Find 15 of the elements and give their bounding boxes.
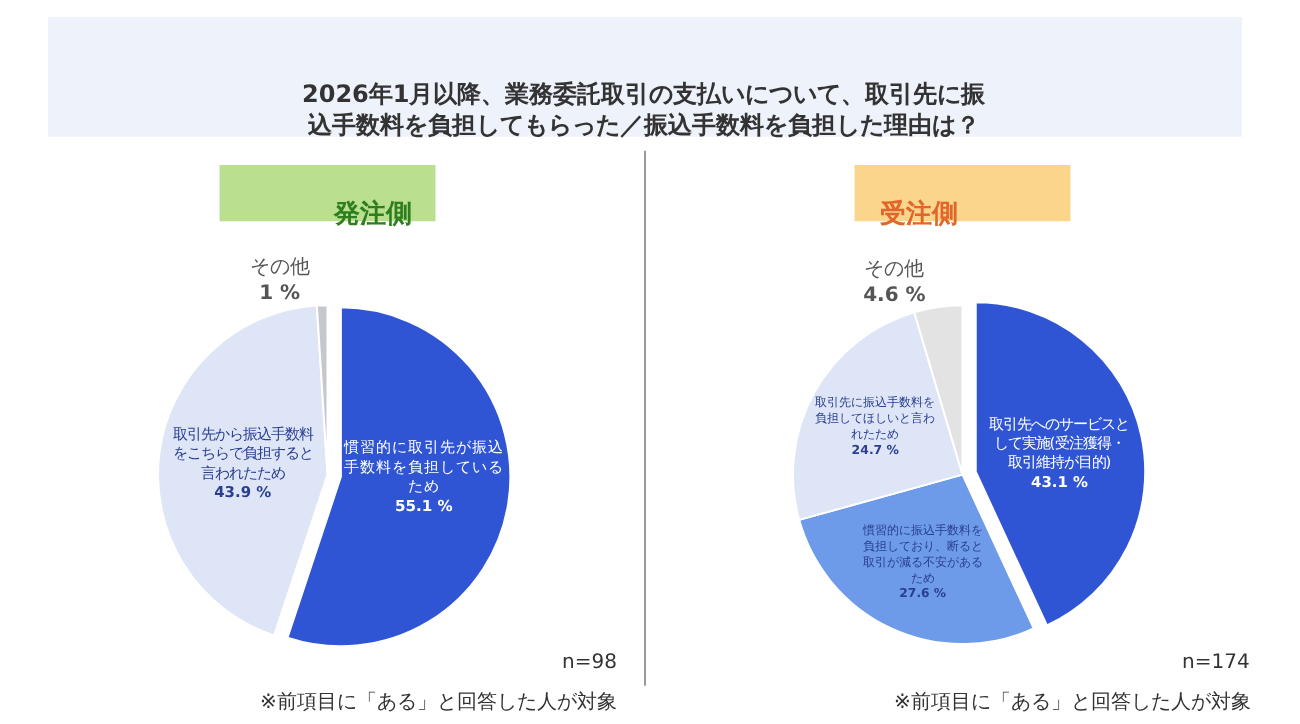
- slice-label: 取引先へのサービスとして実施(受注獲得・取引維持が目的): [989, 414, 1130, 472]
- text: ※前項目に「ある」と回答した人が対象: [260, 690, 617, 714]
- text: 2026年1月以降、業務委託取引の支払いについて、取引先に振込手数料を負担してもらった／振込手数料を負担した理由は？: [302, 80, 988, 140]
- slice-label: その他: [249, 255, 310, 280]
- slice-label: その他: [864, 257, 925, 282]
- text: n=98: [562, 652, 617, 674]
- slice-label: 慣習的に取引先が振込手数料を負担しているため: [341, 437, 504, 496]
- text: ※前項目に「ある」と回答した人が対象: [894, 690, 1251, 714]
- slice-label: 取引先から振込手数料をこちらで負担すると言われたため: [172, 424, 313, 482]
- data-label: 55.1 %: [395, 496, 454, 515]
- data-label: 43.9 %: [214, 483, 273, 502]
- data-label: 4.6 %: [863, 285, 926, 308]
- text: n=174: [1182, 652, 1250, 674]
- data-label: 1 %: [259, 283, 301, 306]
- data-label: 43.1 %: [1031, 472, 1089, 491]
